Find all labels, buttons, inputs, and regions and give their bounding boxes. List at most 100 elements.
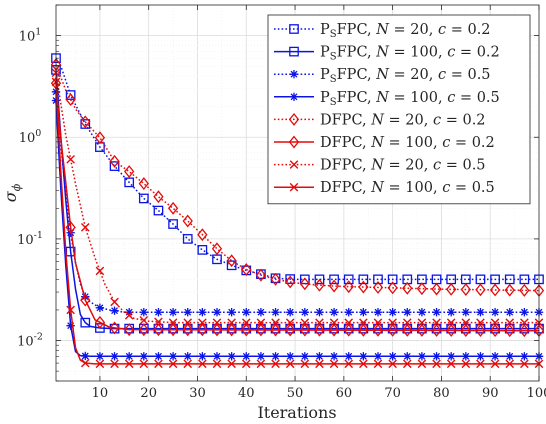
data-point-marker (109, 321, 120, 335)
data-point-marker (417, 318, 427, 327)
data-point-marker (476, 308, 485, 317)
data-point-marker (461, 352, 471, 361)
data-point-marker (504, 274, 515, 285)
data-point-marker (505, 352, 514, 361)
y-axis-label-subscript: ϕ (10, 183, 23, 191)
data-point-marker (329, 274, 339, 285)
x-tick-label: 100 (527, 386, 546, 401)
data-point-marker (505, 308, 514, 317)
data-point-marker (315, 308, 324, 317)
data-point-marker (168, 318, 178, 327)
data-point-marker (139, 315, 149, 325)
data-point-marker (403, 352, 412, 361)
plot-frame (55, 4, 540, 382)
x-tick-label: 70 (384, 386, 401, 401)
legend-entry: DFPC, N = 20, c = 0.5 (274, 158, 486, 174)
data-point-marker (110, 297, 119, 307)
data-point-marker (167, 201, 179, 215)
x-tick-label: 40 (238, 386, 255, 401)
data-point-marker (446, 352, 456, 361)
data-point-marker (270, 272, 281, 286)
x-tick-label: 90 (482, 386, 499, 401)
data-point-marker (197, 228, 208, 242)
data-point-marker (226, 323, 237, 337)
y-tick-label: 101 (19, 27, 42, 45)
data-point-marker (154, 317, 163, 327)
data-point-marker (95, 323, 105, 333)
data-point-marker (285, 274, 296, 284)
data-point-marker (182, 323, 193, 337)
data-point-marker (154, 359, 163, 369)
legend-marker (289, 160, 299, 169)
data-point-marker (314, 323, 325, 337)
data-point-marker (520, 318, 529, 327)
data-point-marker (461, 318, 471, 327)
data-point-marker (138, 323, 149, 337)
data-point-marker (95, 303, 105, 312)
data-point-marker (373, 318, 383, 327)
data-point-marker (256, 308, 266, 317)
data-point-marker (138, 177, 149, 191)
legend-label: DFPC, N = 100, c = 0.2 (320, 135, 495, 151)
x-tick-label: 20 (140, 386, 157, 401)
data-point-marker (65, 93, 76, 107)
data-point-marker (476, 352, 485, 361)
data-point-marker (285, 275, 296, 289)
data-point-marker (183, 359, 193, 369)
legend-marker (289, 182, 299, 192)
y-tick-label: 10-2 (17, 332, 43, 350)
data-point-marker (387, 281, 398, 295)
data-point-marker (489, 324, 501, 338)
data-point-marker (446, 324, 457, 337)
data-point-marker (431, 323, 442, 337)
series-line (55, 64, 540, 292)
data-point-marker (314, 278, 325, 292)
data-point-marker (256, 359, 266, 369)
data-point-marker (387, 323, 398, 337)
data-point-marker (300, 352, 310, 361)
data-point-marker (402, 281, 413, 295)
data-point-marker (124, 311, 134, 320)
data-point-marker (387, 274, 398, 285)
data-point-marker (271, 352, 280, 361)
data-point-marker (153, 323, 164, 337)
data-point-marker (329, 308, 339, 317)
data-point-marker (519, 274, 530, 285)
data-point-marker (226, 260, 237, 271)
data-point-marker (182, 234, 193, 244)
legend-entry: PSFPC, N = 20, c = 0.5 (274, 67, 491, 85)
data-point-marker (94, 131, 106, 145)
series-line (55, 81, 539, 365)
data-point-marker (197, 245, 208, 255)
x-tick-label: 30 (189, 386, 206, 401)
data-point-marker (271, 359, 280, 369)
data-point-marker (227, 308, 236, 317)
data-point-marker (81, 351, 90, 361)
data-point-marker (490, 352, 500, 361)
data-point-marker (314, 274, 325, 285)
data-point-marker (358, 274, 369, 285)
data-point-marker (256, 318, 266, 327)
legend: PSFPC, N = 20, c = 0.2 PSFPC, N = 100, c … (267, 14, 531, 205)
data-point-marker (519, 324, 530, 338)
data-point-marker (168, 219, 178, 229)
series-layer (50, 53, 545, 369)
data-point-marker (446, 282, 457, 296)
legend-label: PSFPC, N = 20, c = 0.5 (320, 67, 491, 85)
legend-entry: DFPC, N = 100, c = 0.2 (274, 135, 495, 151)
data-point-marker (461, 308, 471, 317)
data-point-marker (241, 318, 251, 327)
data-point-marker (300, 318, 310, 327)
data-point-marker (65, 220, 76, 234)
data-point-marker (315, 352, 324, 361)
data-point-marker (198, 359, 207, 369)
x-tick-label: 80 (433, 386, 450, 401)
legend-marker (289, 46, 299, 57)
data-point-marker (212, 352, 222, 361)
data-point-marker (403, 308, 412, 317)
data-point-marker (256, 352, 266, 361)
data-point-marker (154, 352, 163, 361)
data-point-marker (139, 308, 149, 317)
data-point-marker (124, 308, 134, 317)
